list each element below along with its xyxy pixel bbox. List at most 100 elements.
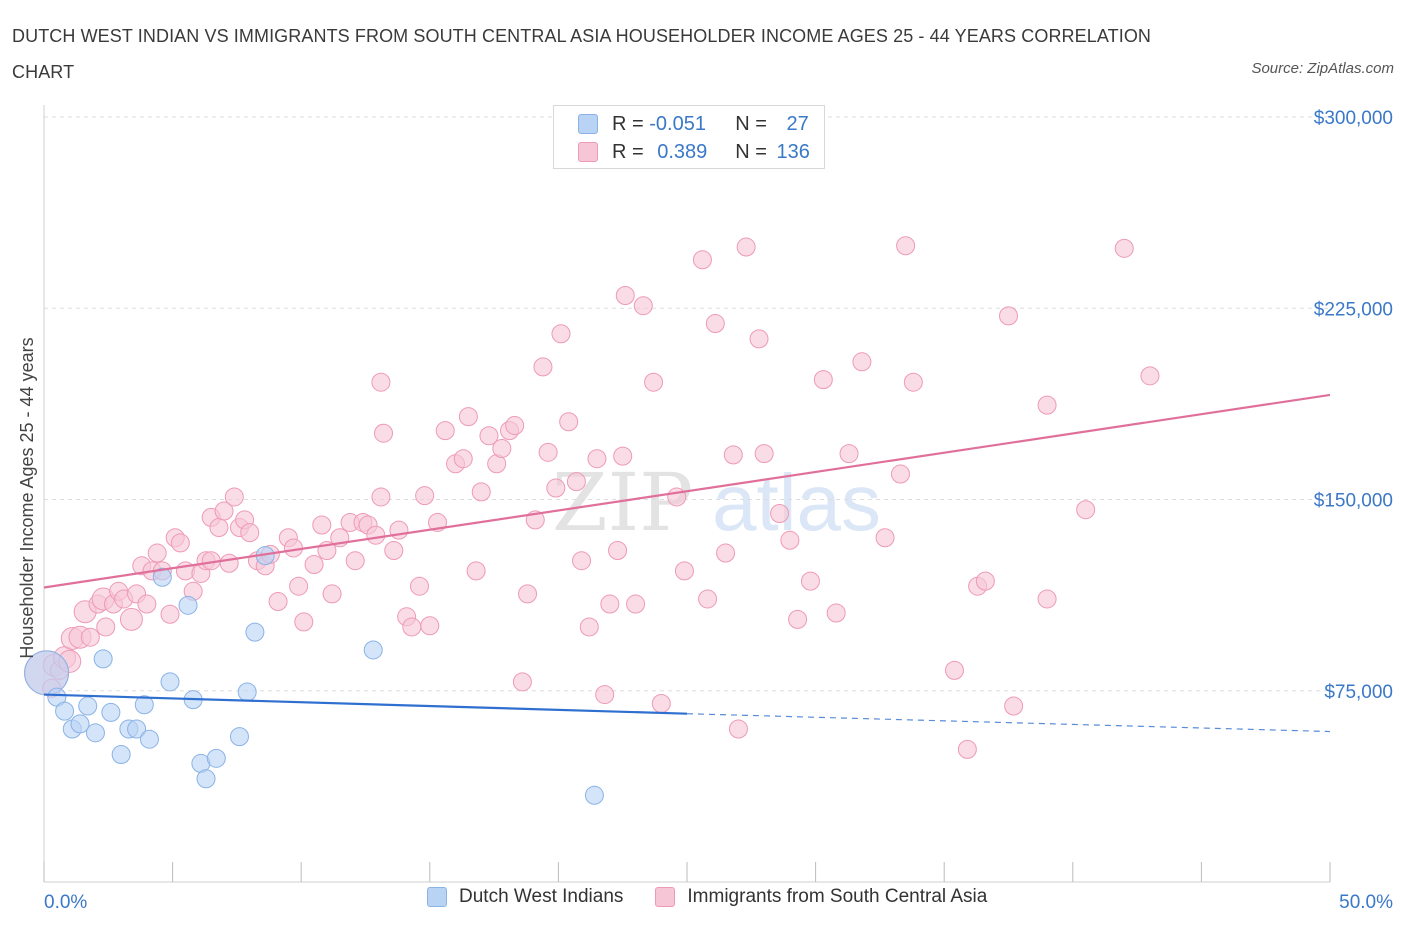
data-point-dutch-west-indians	[85, 723, 105, 743]
data-point-immigrants	[518, 584, 538, 604]
data-point-immigrants	[366, 525, 386, 545]
series-legend: Dutch West Indians Immigrants from South…	[427, 886, 1019, 908]
data-point-immigrants	[410, 576, 430, 596]
data-point-immigrants	[119, 607, 143, 631]
data-point-dutch-west-indians	[139, 729, 159, 749]
data-point-immigrants	[613, 446, 633, 466]
data-point-dutch-west-indians	[127, 719, 147, 739]
data-point-immigrants	[903, 372, 923, 392]
data-point-immigrants	[389, 520, 409, 540]
data-point-immigrants	[839, 444, 859, 464]
data-point-dutch-west-indians	[363, 640, 383, 660]
trend-line-immigrants	[43, 393, 1331, 589]
legend-n-label: N =	[735, 112, 773, 135]
data-point-immigrants	[826, 603, 846, 623]
data-point-immigrants	[546, 478, 566, 498]
data-point-immigrants	[716, 543, 736, 563]
data-point-immigrants	[780, 530, 800, 550]
data-point-immigrants	[466, 561, 486, 581]
data-point-immigrants	[420, 616, 440, 636]
data-point-immigrants	[800, 571, 820, 591]
data-point-immigrants	[1114, 238, 1134, 258]
data-point-immigrants	[294, 612, 314, 632]
data-point-immigrants	[944, 660, 964, 680]
data-point-dutch-west-indians	[93, 649, 113, 669]
data-point-dutch-west-indians	[134, 695, 154, 715]
legend-r-label: R =	[612, 112, 650, 135]
data-point-immigrants	[1004, 696, 1024, 716]
data-point-immigrants	[999, 306, 1018, 326]
data-point-dutch-west-indians	[584, 785, 604, 805]
data-point-dutch-west-indians	[245, 622, 265, 642]
data-point-immigrants	[595, 685, 615, 705]
data-point-immigrants	[1037, 395, 1057, 415]
y-tick-label: $150,000	[1314, 491, 1393, 512]
data-point-immigrants	[160, 604, 180, 624]
trend-line-dutch-west-indians	[43, 693, 688, 715]
data-point-immigrants	[692, 250, 712, 270]
data-point-immigrants	[698, 589, 718, 609]
data-point-immigrants	[322, 584, 342, 604]
data-point-immigrants	[626, 594, 646, 614]
watermark-atlas: atlas	[712, 458, 881, 547]
data-point-immigrants	[644, 372, 664, 392]
data-point-immigrants	[608, 541, 628, 560]
legend-n-value: 27	[786, 112, 809, 135]
trend-line-dutch-west-indians-extension	[686, 713, 1331, 733]
data-point-immigrants	[170, 533, 190, 553]
stats-legend-row-pink: R = 0.389 N = 136	[578, 138, 810, 166]
legend-swatch-pink	[578, 142, 598, 162]
data-point-immigrants	[384, 541, 404, 560]
data-point-immigrants	[705, 314, 725, 334]
data-point-immigrants	[458, 407, 478, 427]
data-point-dutch-west-indians	[178, 595, 198, 615]
data-point-immigrants	[435, 421, 455, 441]
chart-title: DUTCH WEST INDIAN VS IMMIGRANTS FROM SOU…	[12, 26, 1152, 82]
data-point-immigrants	[147, 543, 167, 563]
data-point-immigrants	[1140, 366, 1160, 386]
data-point-immigrants	[579, 617, 599, 637]
data-point-immigrants	[402, 617, 422, 637]
data-point-immigrants	[209, 518, 229, 538]
data-point-immigrants	[538, 442, 558, 462]
data-point-immigrants	[633, 296, 653, 316]
data-point-dutch-west-indians	[152, 567, 172, 587]
data-point-immigrants	[651, 694, 671, 713]
data-point-immigrants	[852, 352, 872, 372]
data-point-immigrants	[770, 504, 790, 524]
data-point-immigrants	[896, 236, 916, 256]
data-point-immigrants	[957, 739, 977, 759]
trend-lines	[43, 393, 1331, 733]
data-point-dutch-west-indians	[229, 727, 249, 747]
data-point-immigrants	[505, 416, 525, 436]
legend-r-label: R =	[612, 140, 650, 163]
data-point-dutch-west-indians	[55, 701, 75, 721]
data-point-immigrants	[587, 449, 607, 469]
legend-series-name: Immigrants from South Central Asia	[687, 886, 988, 907]
data-point-immigrants	[551, 324, 571, 344]
series-dutch-west-indians	[24, 546, 604, 805]
data-point-immigrants	[754, 444, 774, 464]
x-tick-label-max: 50.0%	[1339, 892, 1393, 913]
y-tick-labels: $75,000 $150,000 $225,000 $300,000	[1314, 108, 1393, 703]
data-point-immigrants	[415, 486, 435, 506]
legend-n-value: 136	[776, 140, 810, 163]
data-point-dutch-west-indians	[237, 682, 257, 702]
data-point-immigrants	[1037, 589, 1057, 609]
y-tick-label: $75,000	[1324, 682, 1393, 703]
data-point-dutch-west-indians	[206, 748, 226, 768]
data-point-immigrants	[312, 515, 332, 535]
data-point-immigrants	[240, 523, 260, 543]
data-point-dutch-west-indians	[78, 696, 98, 716]
data-point-immigrants	[749, 329, 769, 349]
legend-r-value: -0.051	[649, 112, 706, 135]
data-point-immigrants	[268, 592, 288, 611]
grid-lines	[44, 116, 1330, 692]
data-point-immigrants	[975, 571, 995, 591]
x-tick-label-min: 0.0%	[44, 892, 87, 913]
legend-item-dutch-west-indians: Dutch West Indians	[427, 886, 623, 908]
legend-series-name: Dutch West Indians	[459, 886, 624, 907]
data-point-immigrants	[674, 561, 694, 581]
data-point-immigrants	[492, 439, 512, 458]
data-point-immigrants	[533, 357, 553, 377]
